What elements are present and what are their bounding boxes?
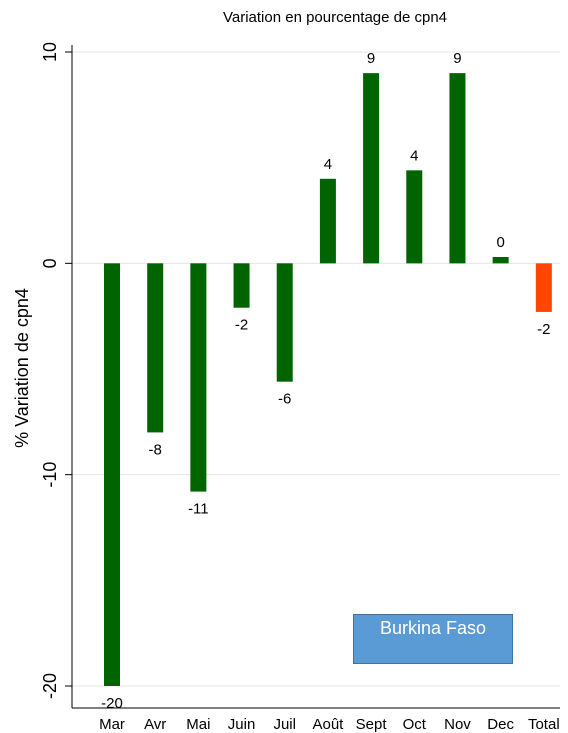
bar-mai xyxy=(190,263,207,492)
data-label: -11 xyxy=(188,501,209,518)
x-tick-label: Août xyxy=(312,716,344,733)
data-label: -6 xyxy=(278,391,291,408)
bar-nov xyxy=(449,73,466,264)
data-label: 0 xyxy=(496,234,504,251)
bar-avr xyxy=(147,263,164,433)
bar-août xyxy=(319,178,336,264)
data-label: -8 xyxy=(149,441,162,458)
gridlines xyxy=(72,51,560,687)
data-label: -20 xyxy=(101,695,123,712)
x-tick-label: Oct xyxy=(403,716,427,733)
bar-juil xyxy=(276,263,293,382)
y-tick-label: -10 xyxy=(40,462,60,488)
x-tick-label: Sept xyxy=(356,716,388,733)
country-annotation-box: Burkina Faso xyxy=(353,614,513,664)
data-label: 9 xyxy=(367,50,375,67)
bar-total xyxy=(535,263,552,312)
chart-title: Variation en pourcentage de cpn4 xyxy=(223,9,447,26)
data-labels: -20 -8 -11 -2 -6 4 9 4 9 0 -2 xyxy=(101,50,550,712)
x-tick-label: Mai xyxy=(186,716,210,733)
y-axis-label: % Variation de cpn4 xyxy=(12,288,32,448)
bar-juin xyxy=(233,263,250,308)
data-label: 9 xyxy=(453,50,461,67)
data-label: 4 xyxy=(324,156,332,173)
data-label: -2 xyxy=(235,317,248,334)
x-tick-label: Avr xyxy=(144,716,166,733)
y-tick-label: 0 xyxy=(40,258,60,268)
bar-sept xyxy=(363,73,380,264)
bar-dec xyxy=(492,256,509,264)
x-tick-label: Juil xyxy=(273,716,296,733)
country-annotation-text: Burkina Faso xyxy=(379,618,487,638)
x-tick-label: Mar xyxy=(99,716,125,733)
x-tick-label: Nov xyxy=(444,716,471,733)
y-tick-label: -20 xyxy=(40,673,60,699)
x-tick-label: Juin xyxy=(228,716,256,733)
x-tick-label: Dec xyxy=(487,716,514,733)
bar-mar xyxy=(104,263,120,686)
data-label: -2 xyxy=(537,321,550,338)
x-tick-label: Total xyxy=(528,716,560,733)
data-label: 4 xyxy=(410,147,418,164)
y-tick-label: 10 xyxy=(40,42,60,62)
bars xyxy=(104,73,552,686)
bar-oct xyxy=(406,170,423,264)
